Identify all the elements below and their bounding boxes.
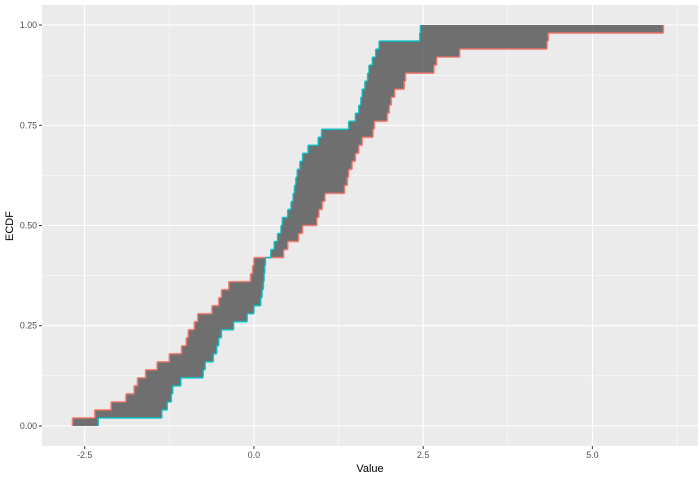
x-tick-label: -2.5 xyxy=(77,450,92,460)
y-tick-label: 0.00 xyxy=(20,421,37,431)
y-tick-label: 1.00 xyxy=(20,20,37,30)
x-axis-label: Value xyxy=(356,463,383,475)
y-tick-label: 0.25 xyxy=(20,321,37,331)
y-axis-label: ECDF xyxy=(4,211,16,241)
ecdf-difference-area xyxy=(72,25,664,426)
x-tick-label: 0.0 xyxy=(248,450,260,460)
y-tick-label: 0.75 xyxy=(20,120,37,130)
y-tick-label: 0.50 xyxy=(20,221,37,231)
x-tick-label: 5.0 xyxy=(586,450,598,460)
x-tick-label: 2.5 xyxy=(417,450,429,460)
